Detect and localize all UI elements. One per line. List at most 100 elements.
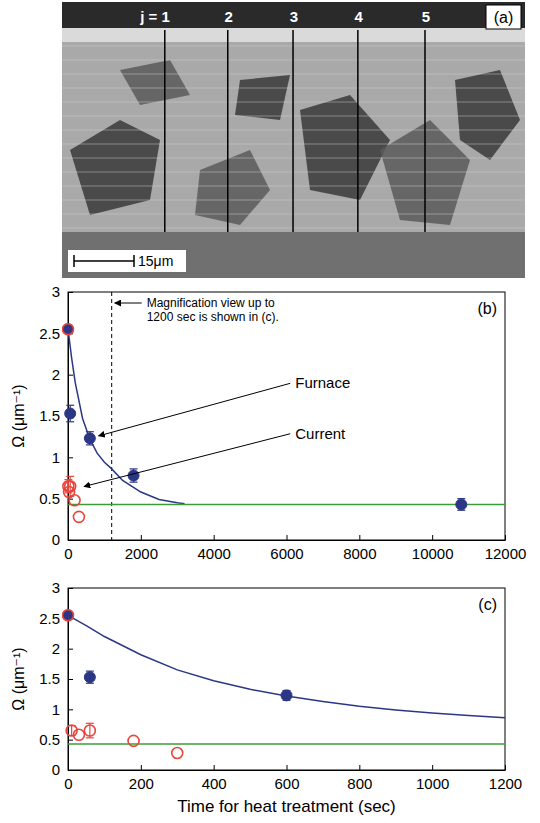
reference-line [111, 292, 112, 540]
x-axis-line [69, 770, 506, 771]
wire [62, 28, 525, 232]
fit-line [68, 743, 505, 745]
scale-bar [74, 260, 134, 262]
tick-mark [68, 679, 73, 680]
tick: 4000 [197, 535, 230, 562]
panel: 02000400060008000100001200000.511.522.53… [10, 283, 526, 561]
tick: 1 [52, 701, 73, 718]
tick-label: 0 [52, 761, 60, 778]
tick: 0 [52, 531, 73, 548]
tick: 1200 [489, 765, 522, 792]
tick: 8000 [343, 535, 376, 562]
tick-label: 2.5 [39, 325, 60, 342]
tick-mark [141, 535, 142, 540]
tick-label: 0 [52, 531, 60, 548]
error-bar-cap [130, 468, 138, 469]
plot-data [63, 292, 506, 540]
tick: 400 [202, 765, 227, 792]
tick-label: 1000 [416, 775, 449, 792]
tick-label: 4000 [197, 545, 230, 562]
grain [120, 60, 190, 105]
data-point [65, 481, 76, 492]
scale-bar-box [68, 250, 186, 272]
tick-label: 2000 [125, 545, 158, 562]
tick-mark [505, 765, 506, 770]
tick-mark [432, 535, 433, 540]
y-axis-title: Ω (μm⁻¹) [10, 384, 27, 447]
tick-mark [68, 709, 73, 710]
tick-label: 0.5 [39, 490, 60, 507]
tick-mark [68, 375, 73, 376]
j-line [227, 30, 229, 232]
data-point [63, 610, 74, 621]
j-label: 4 [355, 8, 364, 25]
data-point [281, 690, 292, 701]
grain [300, 95, 390, 200]
scale-bar-label: 15μm [138, 253, 173, 269]
y-axis-title: Ω (μm⁻¹) [10, 647, 27, 710]
data-point [172, 748, 183, 759]
grain [70, 120, 160, 215]
tick-label: 8000 [343, 545, 376, 562]
tick-label: 2.5 [39, 610, 60, 627]
tick-label: 12000 [485, 545, 527, 562]
tick: 2000 [125, 535, 158, 562]
tick-mark [432, 765, 433, 770]
panel-label-box [486, 5, 521, 29]
x-axis-title: Time for heat treatment (sec) [177, 797, 396, 816]
tick-mark [214, 765, 215, 770]
j-line [424, 30, 426, 232]
tick-mark [68, 457, 73, 458]
tick: 12000 [485, 535, 527, 562]
scale-bar-cap [73, 255, 75, 267]
tick-label: 200 [129, 775, 154, 792]
fit-line [68, 504, 505, 506]
plot-data [63, 610, 506, 759]
data-point [128, 735, 139, 746]
panel-label: (c) [478, 596, 497, 613]
tick: 1000 [416, 765, 449, 792]
tick-label: 400 [202, 775, 227, 792]
tick-label: 1200 [489, 775, 522, 792]
tick-label: 0 [64, 775, 72, 792]
error-bar-cap [66, 405, 74, 406]
data-point [84, 433, 95, 444]
y-axis: 00.511.522.53 [39, 579, 73, 778]
annotation: Magnification view up to [147, 296, 275, 310]
tick-label: 6000 [270, 545, 303, 562]
tick: 1.5 [39, 670, 73, 687]
j-line [164, 30, 166, 232]
data-point [84, 725, 95, 736]
tick: 3 [52, 283, 73, 300]
j-line [292, 30, 294, 232]
substrate [62, 232, 525, 278]
error-bar-cap [86, 737, 94, 738]
data-point [84, 672, 95, 683]
micrograph-background [62, 2, 525, 278]
tick: 0 [52, 761, 73, 778]
scale-bar-cap [133, 255, 135, 267]
tick-mark [68, 770, 73, 771]
x-axis: 020004000600080001000012000 [64, 535, 526, 562]
error-bar-cap [86, 723, 94, 724]
j-label: 3 [290, 8, 298, 25]
tick-label: 600 [274, 775, 299, 792]
tick-mark [68, 740, 73, 741]
tick-label: 800 [347, 775, 372, 792]
tick-mark [287, 535, 288, 540]
tick-label: 1 [52, 449, 60, 466]
tick-mark [359, 535, 360, 540]
tick-label: 3 [52, 579, 60, 596]
tick-label: 0 [64, 545, 72, 562]
tick-label: 1.5 [39, 670, 60, 687]
tick: 200 [129, 765, 154, 792]
data-point [63, 324, 74, 335]
error-bar-cap [86, 431, 94, 432]
annotation-arrow [99, 383, 291, 436]
plot-frame [68, 588, 505, 770]
tick-label: 3 [52, 283, 60, 300]
tick-mark [68, 649, 73, 650]
tick-mark [287, 765, 288, 770]
tick-label: 1 [52, 701, 60, 718]
x-axis-line [69, 540, 506, 541]
